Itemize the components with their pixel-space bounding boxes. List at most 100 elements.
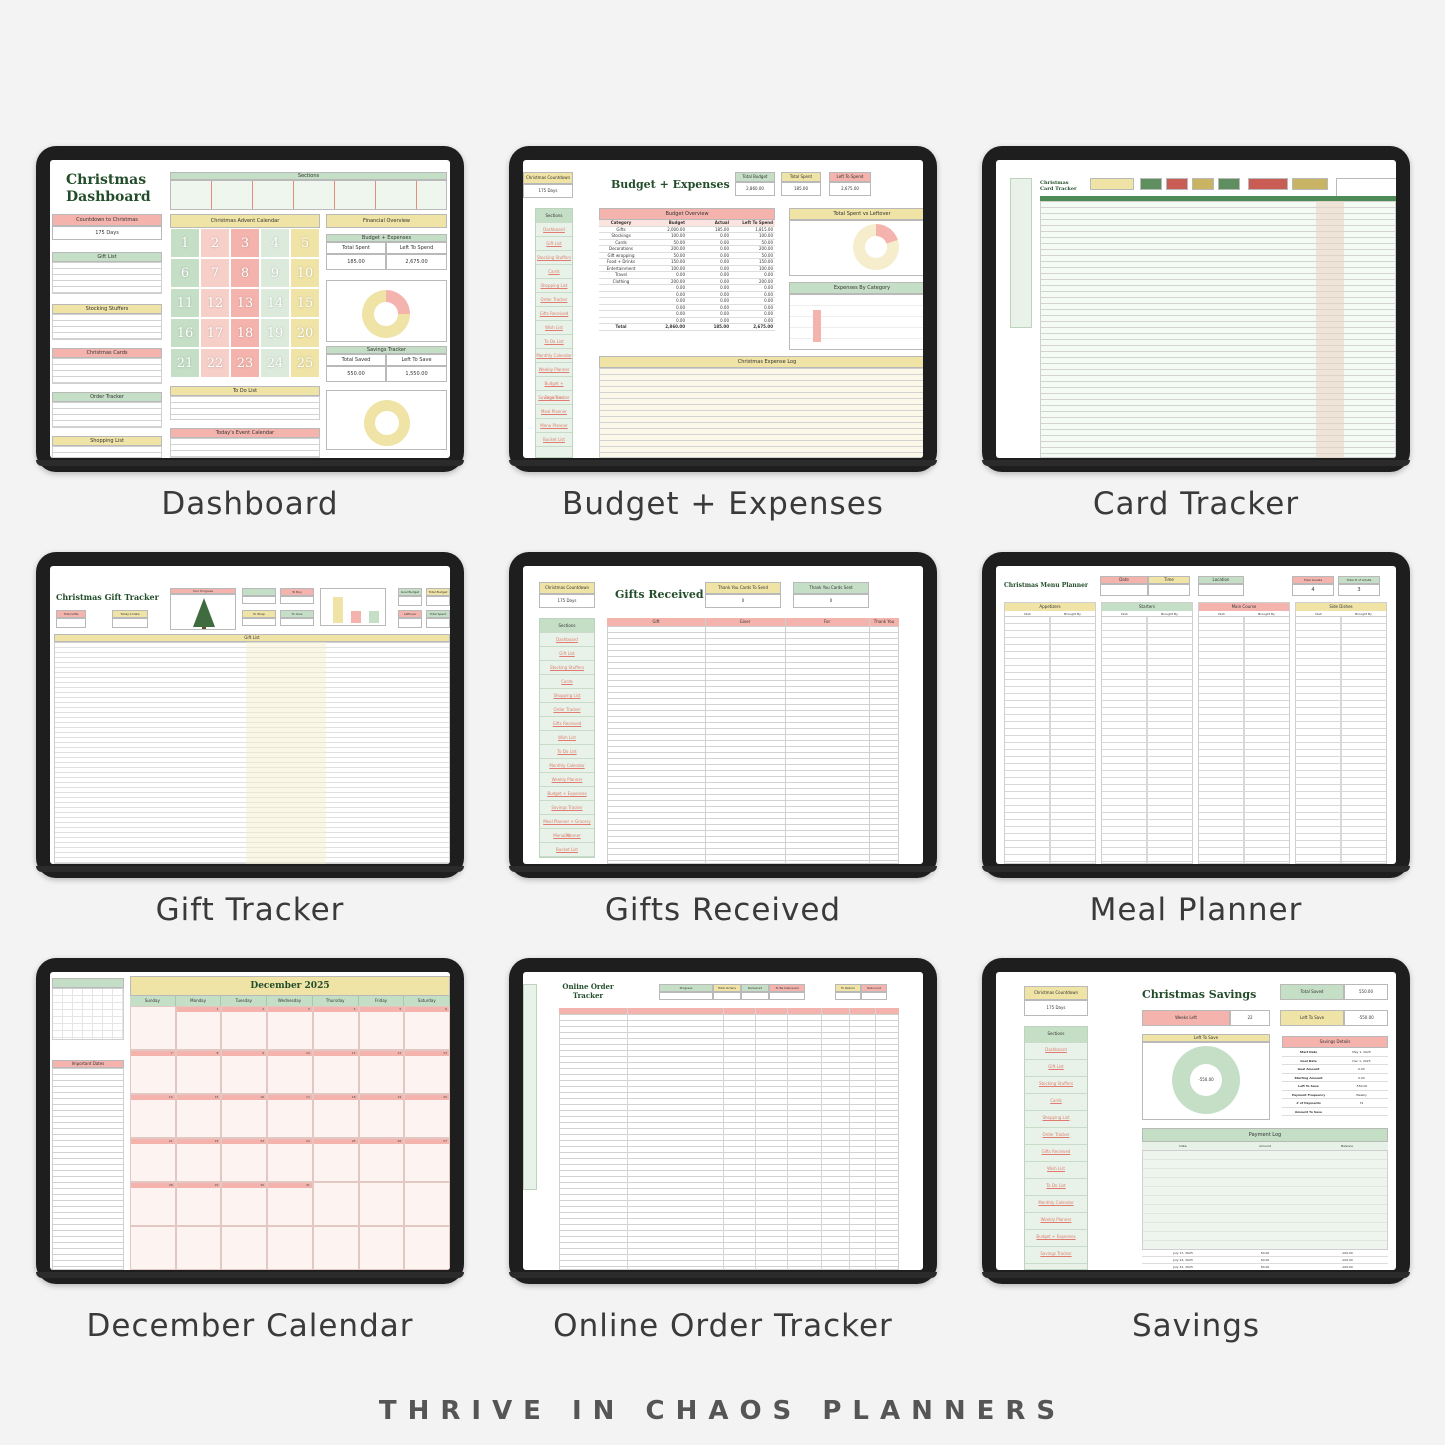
subheader-cell: Brought By [1161, 612, 1178, 616]
sections-header: Sections [170, 172, 447, 180]
advent-day[interactable]: 23 [230, 348, 260, 378]
caption-calendar: December Calendar [86, 1308, 414, 1344]
table-row: Total 2,860.00 185.00 2,675.00 [599, 324, 775, 331]
calendar-day[interactable]: 13 [404, 1050, 450, 1094]
advent-day[interactable]: 11 [170, 288, 200, 318]
course-grid [1102, 617, 1192, 863]
guests-label: Total Guests [1292, 576, 1334, 584]
table-cell: 0.00 [676, 298, 685, 303]
table-row: 0.00 0.00 0.00 [599, 304, 775, 311]
advent-day[interactable]: 17 [200, 318, 230, 348]
calendar-day[interactable]: 2 [221, 1006, 268, 1050]
calendar-day[interactable]: 23 [221, 1138, 268, 1182]
table-cell: 0.00 [1358, 1067, 1365, 1071]
savings-details-table: Start Date May 1, 2025 Goal Date Dec 1, 202… [1282, 1048, 1388, 1116]
chart2-header: Expenses By Category [789, 282, 923, 294]
todo-header: To Do List [170, 386, 320, 396]
advent-day[interactable]: 10 [290, 258, 320, 288]
advent-day[interactable]: 13 [230, 288, 260, 318]
calendar-day[interactable]: 10 [267, 1050, 313, 1094]
calendar-day[interactable]: 15 [175, 1094, 222, 1138]
advent-day[interactable]: 6 [170, 258, 200, 288]
table-cell: 0.00 [720, 252, 729, 258]
calendar-day[interactable] [130, 1006, 176, 1050]
advent-day[interactable]: 2 [200, 228, 230, 258]
advent-day[interactable]: 5 [290, 228, 320, 258]
advent-day[interactable]: 7 [200, 258, 230, 288]
advent-day[interactable]: 25 [290, 348, 320, 378]
calendar-day[interactable] [404, 1182, 450, 1226]
calendar-day[interactable] [312, 1226, 359, 1270]
calendar-day[interactable]: 4 [312, 1006, 359, 1050]
calendar-day[interactable] [358, 1226, 405, 1270]
calendar-day[interactable]: 16 [221, 1094, 268, 1138]
calendar-day[interactable]: 9 [221, 1050, 268, 1094]
advent-day[interactable]: 8 [230, 258, 260, 288]
calendar-day[interactable]: 24 [267, 1138, 313, 1182]
calendar-day[interactable]: 18 [312, 1094, 359, 1138]
calendar-day[interactable]: 17 [267, 1094, 313, 1138]
calendar-day[interactable]: 5 [358, 1006, 405, 1050]
calendar-day[interactable]: 19 [358, 1094, 405, 1138]
advent-day[interactable]: 16 [170, 318, 200, 348]
course-grid [1199, 617, 1289, 863]
calendar-day[interactable]: 30 [221, 1182, 268, 1226]
calendar-day[interactable]: 21 [130, 1138, 176, 1182]
advent-day[interactable]: 18 [230, 318, 260, 348]
table-cell: 0.00 [764, 285, 773, 290]
calendar-day[interactable]: 3 [267, 1006, 313, 1050]
day-number: 7 [131, 1051, 175, 1056]
table-cell: Budget [668, 220, 685, 225]
calendar-day[interactable]: 14 [130, 1094, 176, 1138]
payment-log-columns: Date Amount Balance [1142, 1142, 1388, 1150]
calendar-day[interactable]: 28 [130, 1182, 176, 1226]
sections-links[interactable] [170, 180, 447, 210]
calendar-day[interactable] [175, 1226, 222, 1270]
advent-day[interactable]: 22 [200, 348, 230, 378]
calendar-day[interactable]: 12 [358, 1050, 405, 1094]
calendar-day[interactable] [312, 1182, 359, 1226]
calendar-day[interactable] [404, 1226, 450, 1270]
advent-day[interactable]: 19 [260, 318, 290, 348]
advent-day[interactable]: 3 [230, 228, 260, 258]
advent-day[interactable]: 20 [290, 318, 320, 348]
calendar-day[interactable] [130, 1226, 176, 1270]
advent-day[interactable]: 14 [260, 288, 290, 318]
calendar-day[interactable]: 25 [312, 1138, 359, 1182]
calendar-day[interactable]: 8 [175, 1050, 222, 1094]
advent-day[interactable]: 4 [260, 228, 290, 258]
advent-day[interactable]: 24 [260, 348, 290, 378]
calendar-day[interactable]: 27 [404, 1138, 450, 1182]
calendar-day[interactable]: 29 [175, 1182, 222, 1226]
calendar-day[interactable] [221, 1226, 268, 1270]
sections-sidebar[interactable]: Sections Dashboard Gift List Stocking Stuff… [539, 618, 595, 858]
sections-sidebar[interactable] [1010, 178, 1032, 328]
calendar-day[interactable]: 1 [175, 1006, 222, 1050]
gift-list-header: Gift List [52, 252, 162, 262]
table-cell: May 1, 2025 [1352, 1050, 1371, 1054]
table-cell: Left To Spend [742, 220, 773, 225]
table-cell: 100.00 [759, 265, 773, 271]
advent-day[interactable]: 12 [200, 288, 230, 318]
advent-day[interactable]: 1 [170, 228, 200, 258]
advent-day[interactable]: 9 [260, 258, 290, 288]
calendar-day[interactable]: 26 [358, 1138, 405, 1182]
calendar-day[interactable]: 6 [404, 1006, 450, 1050]
calendar-day[interactable]: 11 [312, 1050, 359, 1094]
to-give-value [280, 618, 314, 626]
sections-sidebar[interactable]: Sections Dashboard Gift List Stocking Stuff… [535, 208, 573, 458]
calendar-day[interactable]: 31 [267, 1182, 313, 1226]
advent-day[interactable]: 21 [170, 348, 200, 378]
calendar-day[interactable] [267, 1226, 313, 1270]
table-cell: 200.00 [671, 278, 685, 284]
calendar-day[interactable]: 20 [404, 1094, 450, 1138]
sections-sidebar[interactable]: Sections Dashboard Gift List Stocking Stuff… [1024, 1026, 1088, 1270]
course-subheader: Dish Brought By [1199, 611, 1289, 617]
advent-day[interactable]: 15 [290, 288, 320, 318]
calendar-day[interactable] [358, 1182, 405, 1226]
calendar-day[interactable]: 22 [175, 1138, 222, 1182]
budget-exp-header: Budget + Expenses [326, 234, 447, 242]
total-budget-label: Total Budget [426, 588, 450, 596]
calendar-day[interactable]: 7 [130, 1050, 176, 1094]
sections-sidebar[interactable] [523, 984, 537, 1190]
